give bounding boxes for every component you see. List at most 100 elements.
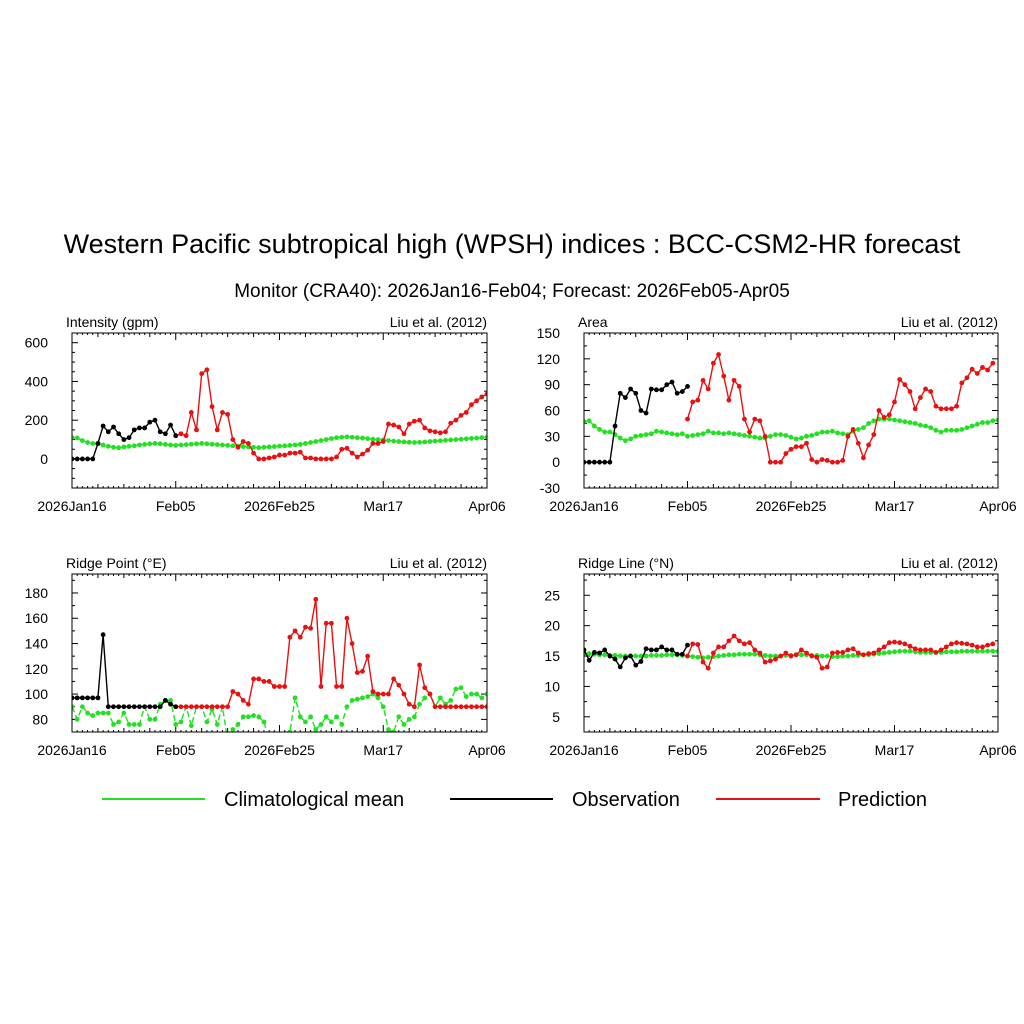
climatology-point [116, 445, 122, 451]
climatology-point [147, 441, 153, 447]
climatology-point [437, 438, 443, 444]
prediction-point [835, 459, 840, 465]
prediction-point [349, 641, 355, 646]
prediction-point [287, 634, 293, 640]
climatology-point [612, 653, 618, 658]
observation-point [664, 647, 670, 653]
prediction-point [469, 402, 474, 408]
prediction-point [417, 417, 422, 423]
prediction-point [432, 429, 438, 435]
prediction-point [964, 641, 970, 647]
observation-point [79, 695, 85, 701]
prediction-point [954, 403, 959, 409]
observation-point [633, 390, 639, 396]
observation-point [168, 422, 173, 428]
climatology-point [731, 431, 737, 437]
climatology-point [804, 433, 809, 439]
climatology-point [726, 430, 732, 436]
prediction-point [726, 397, 732, 403]
observation-point [654, 387, 659, 393]
observation-point [643, 646, 649, 652]
prediction-point [917, 647, 923, 653]
prediction-point [479, 704, 485, 710]
observation-point [142, 425, 148, 431]
prediction-point [484, 704, 487, 710]
prediction-point [411, 418, 417, 424]
climatology-point [643, 432, 649, 438]
prediction-point [824, 458, 830, 463]
climatology-point [747, 651, 752, 657]
prediction-point [819, 665, 825, 671]
climatology-point [861, 425, 866, 431]
prediction-point [980, 365, 985, 370]
y-tick-label: 100 [25, 686, 49, 702]
x-tick-label: Apr06 [979, 742, 1017, 758]
climatology-point [313, 727, 319, 732]
prediction-point [225, 411, 231, 417]
climatology-point [469, 436, 474, 441]
prediction-point [220, 704, 225, 710]
y-tick-label: 0 [40, 451, 48, 467]
y-tick-label: 80 [32, 711, 48, 727]
climatology-point [736, 651, 742, 657]
climatology-point [463, 436, 469, 442]
prediction-point [370, 441, 376, 446]
prediction-point [339, 446, 345, 452]
prediction-point [251, 676, 256, 682]
prediction-point [985, 367, 991, 373]
climatology-point [318, 722, 324, 727]
prediction-point [695, 397, 701, 403]
prediction-point [214, 427, 220, 433]
x-tick-label: Feb05 [156, 742, 196, 758]
climatology-point [736, 432, 742, 438]
prediction-point [840, 458, 846, 463]
prediction-point [334, 454, 339, 460]
climatology-point [628, 436, 633, 442]
prediction-point [334, 684, 339, 689]
y-tick-label: 20 [544, 618, 560, 634]
climatology-point [902, 419, 908, 425]
climatology-point [964, 648, 970, 654]
climatology-point [458, 436, 464, 442]
observation-point [597, 459, 602, 465]
climatology-point [168, 698, 173, 703]
prediction-point [778, 459, 784, 465]
observation-point [72, 456, 75, 462]
prediction-point [685, 653, 690, 659]
climatology-point [344, 704, 350, 710]
panel-source: Liu et al. (2012) [390, 555, 487, 571]
prediction-point [788, 653, 794, 659]
legend-observation-label: Observation [572, 789, 680, 811]
prediction-point [448, 704, 454, 710]
prediction-point [923, 386, 928, 392]
climatology-point [458, 685, 464, 691]
observation-point [591, 649, 597, 655]
prediction-point [209, 404, 215, 410]
prediction-point [959, 640, 965, 646]
prediction-point [736, 638, 742, 644]
prediction-point [716, 352, 721, 357]
climatology-point [152, 441, 158, 446]
prediction-point [375, 441, 381, 446]
prediction-point [282, 452, 288, 458]
climatology-point [881, 650, 887, 656]
climatology-point [142, 442, 148, 447]
prediction-point [788, 446, 794, 452]
prediction-point [354, 454, 360, 460]
climatology-point [943, 427, 949, 433]
observation-point [597, 650, 602, 656]
climatology-point [876, 651, 882, 657]
prediction-point [183, 433, 189, 439]
climatology-point [214, 722, 220, 727]
panel-area: Area Liu et al. (2012) -30 0 30 60 90 120 150 202… [537, 314, 1017, 514]
climatology-point [886, 649, 892, 655]
climatology-point [271, 444, 277, 449]
climatology-point [230, 727, 236, 732]
climatology-point [664, 652, 670, 658]
climatology-point [938, 429, 944, 435]
prediction-point [245, 441, 251, 446]
prediction-point [360, 668, 365, 674]
climatology-point [152, 716, 158, 722]
climatology-point [767, 653, 773, 659]
prediction-point [375, 691, 381, 697]
